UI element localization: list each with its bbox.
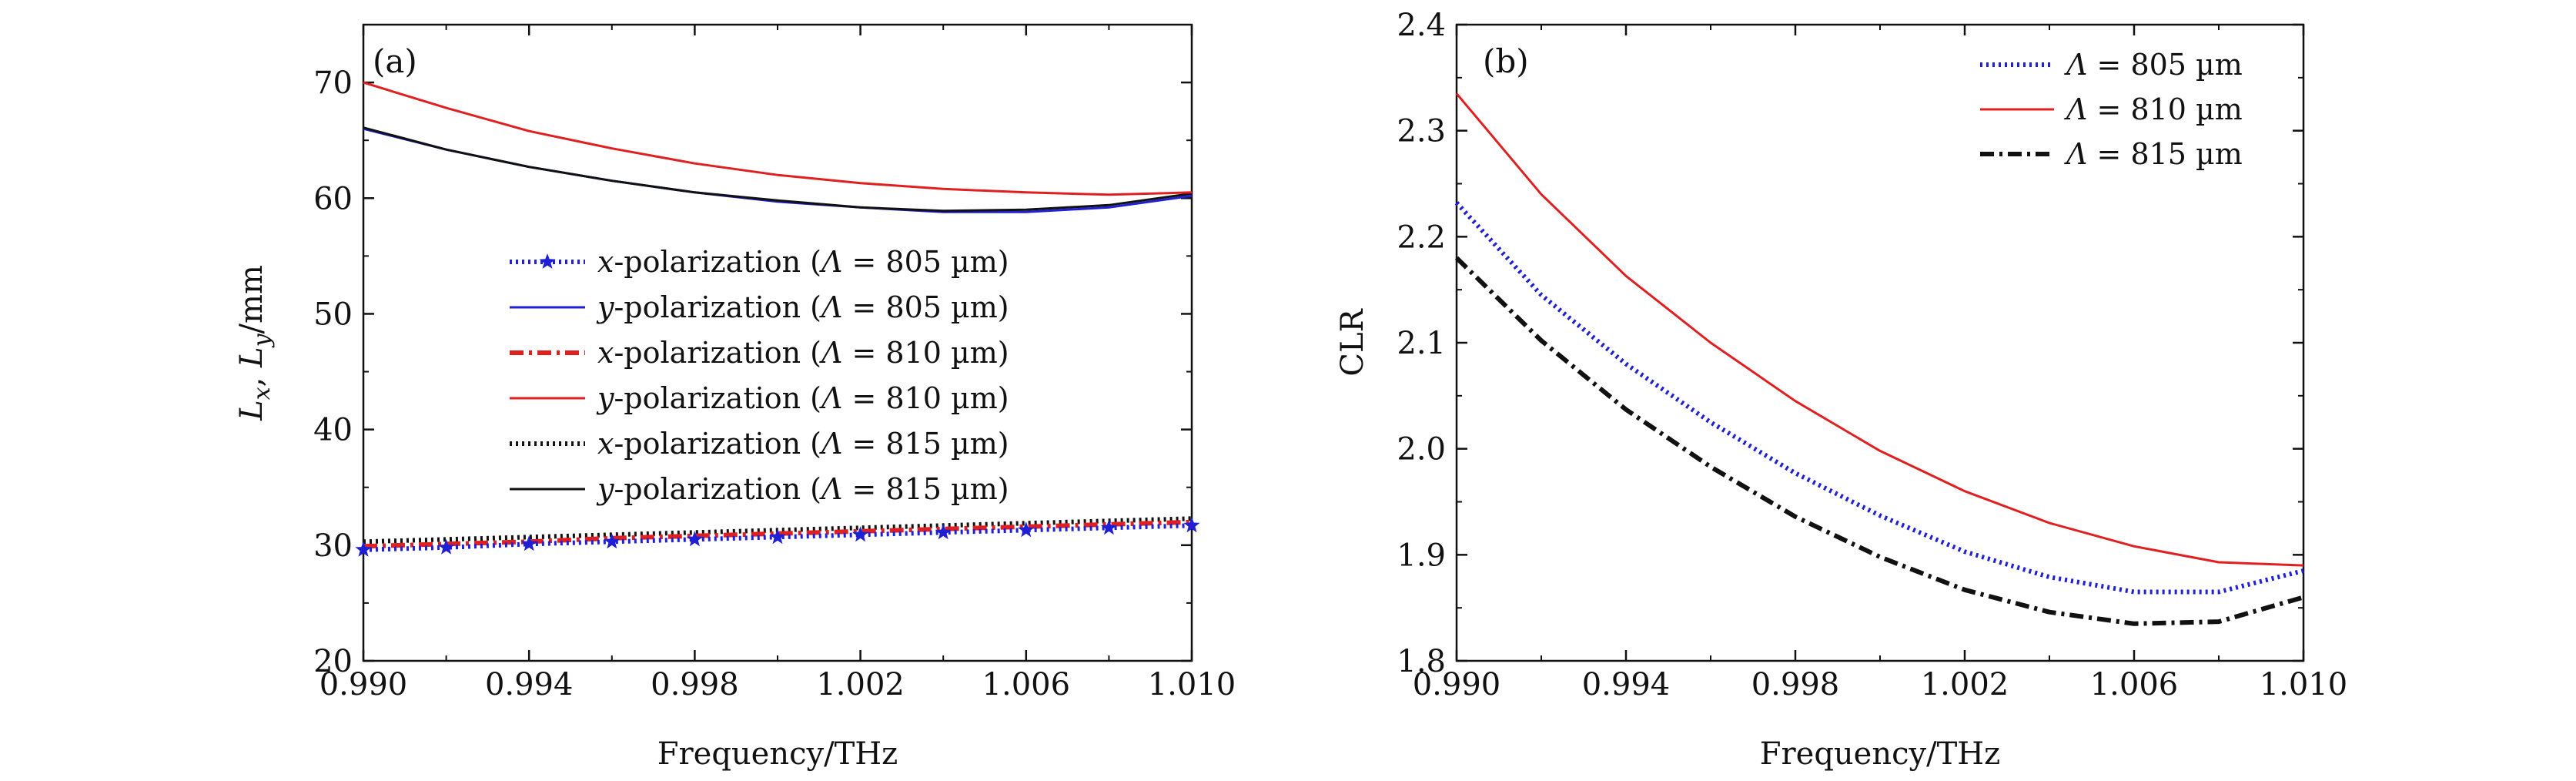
y-tick-label: 2.1 bbox=[1397, 326, 1446, 361]
x-tick-label: 1.010 bbox=[2260, 667, 2348, 702]
y-tick-label: 1.9 bbox=[1397, 538, 1446, 573]
legend-label-0: x-polarization (Λ = 805 µm) bbox=[597, 245, 1009, 279]
panel-b-legend: Λ = 805 µm Λ = 810 µm Λ = 815 µm bbox=[1980, 48, 2243, 171]
series-line-2 bbox=[1454, 256, 2304, 626]
series-line-1 bbox=[1455, 92, 2304, 567]
panel-b: 0.990 0.994 0.998 1.002 1.006 1.010 1.8 1.9 2.0 2… bbox=[1335, 8, 2347, 772]
series-0-point bbox=[1100, 519, 1117, 535]
series-0-point bbox=[935, 524, 952, 540]
series-0-point bbox=[686, 531, 703, 547]
series-0-point bbox=[438, 538, 455, 555]
y-tick-label: 50 bbox=[313, 297, 353, 332]
panel-a-xlabel: Frequency/THz bbox=[657, 736, 898, 772]
panel-b-ticks: 0.990 0.994 0.998 1.002 1.006 1.010 1.8 1.9 2.0 2… bbox=[1397, 8, 2347, 702]
x-tick-label: 1.006 bbox=[2090, 667, 2179, 702]
y-tick-label: 2.4 bbox=[1397, 8, 1446, 43]
panel-a-ylabel: Lx, Ly/mm bbox=[234, 265, 276, 421]
legend-label-2: x-polarization (Λ = 810 µm) bbox=[597, 336, 1009, 370]
legend-star-0 bbox=[539, 253, 556, 269]
panel-b-ylabel: CLR bbox=[1335, 307, 1370, 376]
x-tick-label: 0.998 bbox=[1751, 667, 1840, 702]
series-line-0 bbox=[1454, 201, 2304, 595]
x-tick-label: 1.002 bbox=[1921, 667, 2009, 702]
panel-b-series-group bbox=[1454, 92, 2304, 626]
x-tick-label: 1.010 bbox=[1148, 667, 1236, 702]
panel-b-label: (b) bbox=[1483, 42, 1529, 80]
legend-label-2: Λ = 815 µm bbox=[2064, 137, 2243, 171]
panel-b-xlabel: Frequency/THz bbox=[1760, 736, 2000, 772]
series-line-3 bbox=[363, 81, 1193, 196]
panel-a: 0.990 0.994 0.998 1.002 1.006 1.010 20 30 40 50 60… bbox=[234, 23, 1236, 772]
series-0-point bbox=[769, 528, 786, 545]
series-0-point bbox=[355, 541, 372, 557]
x-tick-label: 1.006 bbox=[982, 667, 1071, 702]
series-line-5 bbox=[363, 126, 1193, 213]
legend-label-1: Λ = 810 µm bbox=[2064, 92, 2243, 126]
y-tick-label: 40 bbox=[313, 413, 353, 448]
x-tick-label: 0.994 bbox=[1582, 667, 1671, 702]
legend-label-3: y-polarization (Λ = 810 µm) bbox=[596, 381, 1009, 415]
x-tick-label: 0.990 bbox=[319, 667, 408, 702]
x-tick-label: 0.994 bbox=[485, 667, 574, 702]
y-tick-label: 70 bbox=[313, 65, 353, 101]
y-tick-label: 60 bbox=[313, 181, 353, 216]
legend-label-0: Λ = 805 µm bbox=[2064, 48, 2243, 82]
y-tick-label: 30 bbox=[313, 528, 353, 564]
y-tick-label: 2.0 bbox=[1397, 432, 1446, 468]
panel-a-label: (a) bbox=[373, 42, 417, 80]
series-0-point bbox=[520, 535, 537, 551]
series-0-point bbox=[852, 526, 869, 542]
panel-a-ticks: 0.990 0.994 0.998 1.002 1.006 1.010 20 30 40 50 60… bbox=[313, 25, 1236, 702]
legend-label-1: y-polarization (Λ = 805 µm) bbox=[596, 290, 1009, 324]
y-tick-label: 2.3 bbox=[1397, 114, 1446, 149]
series-0-point bbox=[1018, 521, 1035, 538]
legend-label-4: x-polarization (Λ = 815 µm) bbox=[597, 427, 1009, 461]
series-0-point bbox=[1183, 517, 1200, 533]
legend-label-5: y-polarization (Λ = 815 µm) bbox=[596, 472, 1009, 506]
x-tick-label: 0.998 bbox=[651, 667, 739, 702]
panel-a-series-group bbox=[355, 81, 1200, 557]
x-tick-label: 1.002 bbox=[816, 667, 905, 702]
y-tick-label: 2.2 bbox=[1397, 220, 1446, 255]
panel-a-legend: x-polarization (Λ = 805 µm) y-polarizatio… bbox=[510, 245, 1009, 506]
y-tick-label: 20 bbox=[313, 644, 353, 679]
y-tick-label: 1.8 bbox=[1397, 644, 1446, 679]
series-0-point bbox=[604, 533, 621, 549]
x-tick-label: 0.990 bbox=[1413, 667, 1501, 702]
